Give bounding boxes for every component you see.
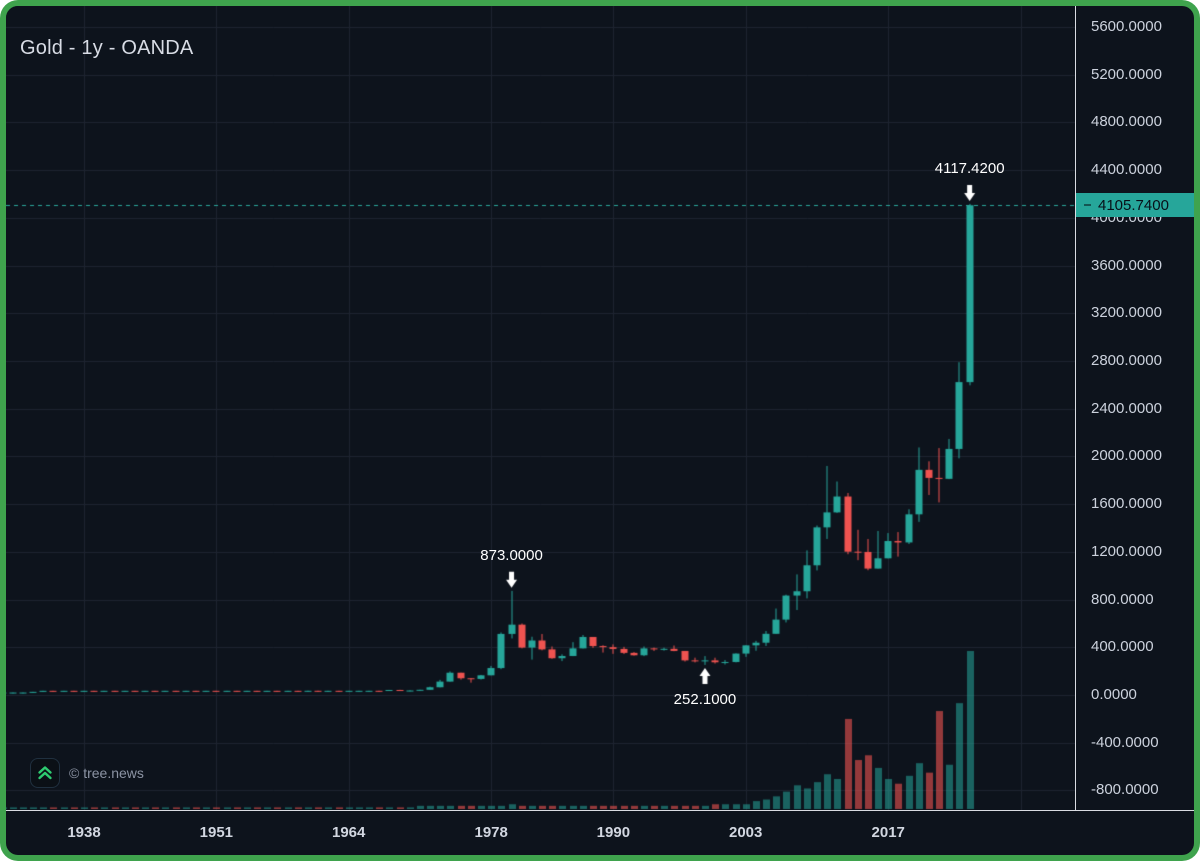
- price-tick-label: 3600.0000: [1091, 256, 1162, 274]
- price-tick-label: 5200.0000: [1091, 65, 1162, 83]
- time-tick-label: 2017: [871, 824, 905, 841]
- price-chart-canvas[interactable]: [6, 6, 1075, 810]
- price-tick-label: 3200.0000: [1091, 304, 1162, 322]
- time-tick-label: 1964: [331, 824, 366, 841]
- time-tick-label: 1938: [67, 824, 101, 841]
- price-tick-label: 0.0000: [1091, 686, 1137, 703]
- annotation-label-1980-peak: 873.0000: [480, 546, 543, 564]
- chart-title: Gold - 1y - OANDA: [20, 37, 194, 59]
- annotation-label-low: 252.1000: [673, 690, 737, 708]
- price-tick-label: 2800.0000: [1091, 352, 1162, 370]
- price-tick-label: 1200.0000: [1091, 542, 1162, 560]
- current-price-badge: 4105.7400: [1076, 193, 1194, 218]
- price-tick-label: 5600.0000: [1091, 18, 1162, 36]
- axis-separator-horizontal: [6, 810, 1194, 811]
- time-axis[interactable]: 1938 1951 1964 1978 1990 2003 2017: [6, 811, 1075, 855]
- price-tick-label: 2000.0000: [1091, 447, 1162, 465]
- price-axis[interactable]: 4105.7400 5600.0000 5200.0000 4800.0000 440…: [1075, 6, 1194, 810]
- price-tick-label: 800.0000: [1091, 590, 1154, 608]
- watermark-text: © tree.news: [69, 765, 144, 781]
- time-tick-label: 1990: [596, 824, 631, 841]
- time-tick-label: 2003: [729, 824, 763, 841]
- time-tick-label: 1978: [474, 824, 508, 841]
- time-tick-label: 1951: [199, 824, 234, 841]
- price-tick-label: 4800.0000: [1091, 113, 1162, 131]
- annotation-label-high: 4117.4200: [934, 159, 1005, 177]
- watermark: © tree.news: [30, 758, 144, 788]
- price-tick-label: 400.0000: [1091, 638, 1154, 656]
- double-chevron-up-icon: [38, 766, 52, 780]
- tree-news-logo-icon[interactable]: [30, 758, 60, 788]
- price-tick-label: 1600.0000: [1091, 495, 1162, 513]
- price-tick-label: 4400.0000: [1091, 161, 1162, 179]
- chart-window: Gold - 1y - OANDA 4117.4200 873.0000 252…: [6, 6, 1194, 855]
- price-tick-label: 2400.0000: [1091, 399, 1162, 417]
- price-tick-label: -400.0000: [1091, 733, 1159, 751]
- price-tick-label: -800.0000: [1091, 781, 1159, 799]
